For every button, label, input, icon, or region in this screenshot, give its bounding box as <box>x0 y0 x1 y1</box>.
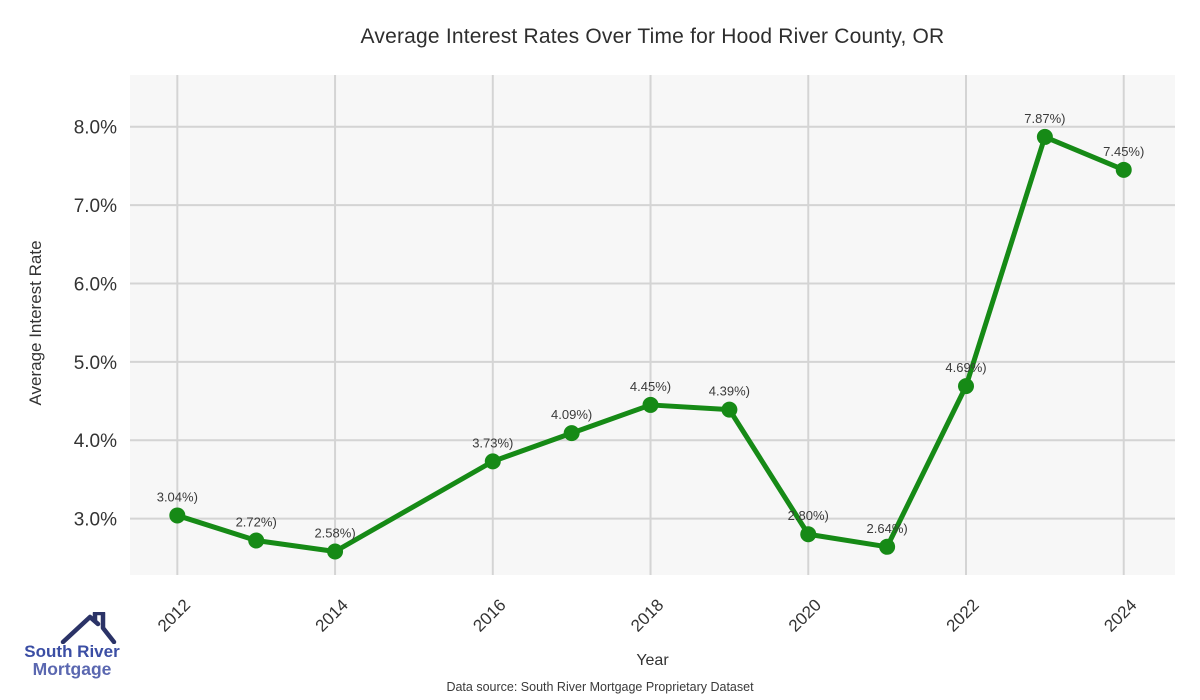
chart-title: Average Interest Rates Over Time for Hoo… <box>360 25 945 48</box>
y-tick-label: 6.0% <box>74 274 117 295</box>
y-tick-label: 5.0% <box>74 353 117 374</box>
logo-line2: Mortgage <box>32 659 112 679</box>
data-point-label: 2.58%) <box>314 525 355 540</box>
data-line <box>174 134 1127 554</box>
x-tick-label: 2014 <box>312 595 352 635</box>
data-point-label: 7.45%) <box>1103 144 1144 159</box>
data-point-label: 2.72%) <box>236 515 277 530</box>
y-tick-label: 3.0% <box>74 510 117 531</box>
x-tick-label: 2022 <box>943 595 983 635</box>
x-tick-label: 2020 <box>785 595 825 635</box>
data-point-label: 3.04%) <box>157 489 198 504</box>
data-point-label: 4.09%) <box>551 407 592 422</box>
data-point-label: 2.80%) <box>788 508 829 523</box>
data-point <box>563 425 580 442</box>
data-point <box>721 401 738 418</box>
data-point <box>327 543 344 560</box>
data-point <box>1115 161 1132 178</box>
data-point <box>958 378 974 395</box>
data-point-label: 2.64%) <box>867 521 908 536</box>
y-axis-label: Average Interest Rate <box>26 240 45 406</box>
data-point <box>642 396 659 413</box>
plot-area <box>130 75 1175 575</box>
data-point-label: 4.69%) <box>945 360 986 375</box>
x-tick-label: 2016 <box>469 595 509 635</box>
x-tick-label: 2012 <box>154 595 194 635</box>
data-point <box>879 538 896 555</box>
y-tick-label: 7.0% <box>74 196 117 217</box>
data-point-label: 4.45%) <box>630 379 671 394</box>
data-point-label: 4.39%) <box>709 384 750 399</box>
data-point-label: 7.87%) <box>1024 111 1065 126</box>
data-source-note: Data source: South River Mortgage Propri… <box>446 680 754 694</box>
data-point <box>1036 128 1053 145</box>
data-point <box>169 507 186 524</box>
data-point-label: 3.73%) <box>472 435 513 450</box>
south-river-mortgage-logo: South River Mortgage <box>14 612 130 678</box>
x-tick-label: 2024 <box>1100 595 1140 635</box>
logo-line1: South River <box>24 642 120 661</box>
data-point <box>800 526 817 543</box>
y-tick-label: 8.0% <box>74 118 117 139</box>
x-axis-label: Year <box>636 652 669 669</box>
y-tick-label: 4.0% <box>74 431 117 452</box>
x-tick-label: 2018 <box>627 595 667 635</box>
house-roof-icon <box>60 612 117 644</box>
data-point <box>248 532 265 549</box>
data-point <box>484 453 501 470</box>
